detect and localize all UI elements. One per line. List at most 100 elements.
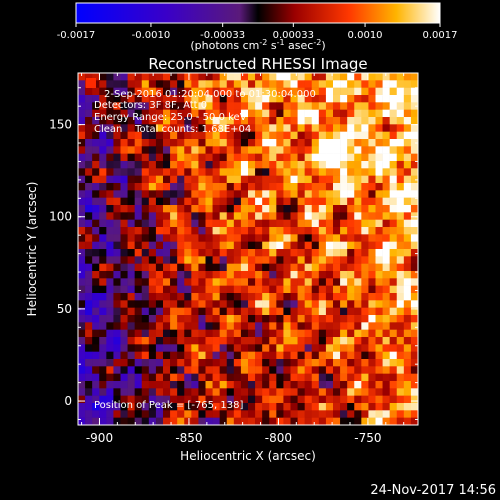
heatmap-cell	[240, 131, 249, 140]
heatmap-cell	[226, 263, 235, 272]
heatmap-cell	[361, 87, 369, 96]
heatmap-cell	[155, 410, 164, 418]
heatmap-cell	[78, 388, 86, 396]
heatmap-cell	[240, 344, 249, 352]
heatmap-cell	[389, 146, 398, 154]
heatmap-cell	[318, 395, 327, 404]
heatmap-cell	[85, 278, 93, 286]
heatmap-cell	[198, 234, 206, 242]
heatmap-cell	[276, 153, 284, 162]
heatmap-cell	[276, 366, 284, 374]
heatmap-cell	[382, 388, 390, 396]
heatmap-cell	[155, 337, 164, 345]
heatmap-cell	[141, 87, 150, 96]
heatmap-cell	[325, 307, 334, 316]
heatmap-cell	[248, 278, 256, 286]
heatmap-cell	[219, 263, 228, 272]
heatmap-cell	[205, 403, 213, 411]
heatmap-cell	[361, 271, 369, 279]
heatmap-cell	[212, 212, 220, 220]
heatmap-cell	[106, 161, 114, 169]
heatmap-cell	[311, 322, 320, 330]
heatmap-cell	[368, 168, 376, 176]
heatmap-cell	[248, 146, 256, 154]
heatmap-cell	[361, 285, 369, 294]
heatmap-cell	[290, 227, 298, 235]
heatmap-cell	[85, 344, 93, 352]
heatmap-cell	[382, 351, 390, 360]
heatmap-cell	[240, 146, 249, 154]
heatmap-cell	[85, 256, 93, 264]
heatmap-cell	[283, 322, 291, 330]
heatmap-cell	[347, 366, 355, 374]
heatmap-cell	[120, 183, 128, 191]
heatmap-cell	[155, 315, 164, 323]
heatmap-cell	[155, 322, 164, 330]
heatmap-cell	[354, 278, 362, 286]
heatmap-cell	[368, 366, 376, 374]
heatmap-cell	[92, 381, 100, 389]
heatmap-cell	[163, 102, 171, 110]
heatmap-cell	[255, 388, 263, 396]
heatmap-cell	[304, 285, 313, 294]
heatmap-cell	[170, 102, 178, 110]
heatmap-cell	[134, 315, 143, 323]
heatmap-cell	[233, 80, 242, 88]
heatmap-cell	[120, 175, 128, 184]
heatmap-cell	[347, 410, 355, 418]
heatmap-cell	[389, 168, 398, 176]
heatmap-cell	[269, 219, 277, 228]
heatmap-cell	[276, 322, 284, 330]
heatmap-cell	[276, 109, 284, 118]
heatmap-cell	[212, 403, 220, 411]
heatmap-cell	[219, 131, 228, 140]
heatmap-cell	[333, 263, 341, 272]
heatmap-cell	[382, 410, 390, 418]
heatmap-cell	[403, 87, 412, 96]
heatmap-cell	[333, 322, 341, 330]
heatmap-cell	[340, 381, 348, 389]
heatmap-cell	[269, 403, 277, 411]
heatmap-cell	[78, 359, 86, 367]
heatmap-cell	[113, 102, 121, 110]
heatmap-cell	[78, 256, 86, 264]
heatmap-cell	[205, 388, 213, 396]
heatmap-cell	[410, 351, 418, 360]
heatmap-cell	[354, 95, 362, 103]
y-tick-label: 50	[57, 302, 72, 316]
heatmap-cell	[311, 271, 320, 279]
heatmap-cell	[127, 395, 135, 404]
heatmap-cell	[127, 271, 135, 279]
heatmap-cell	[134, 139, 143, 147]
heatmap-cell	[297, 139, 305, 147]
heatmap-cell	[283, 263, 291, 272]
x-tick-label: -750	[354, 431, 381, 445]
heatmap-cell	[290, 219, 298, 228]
heatmap-cell	[226, 117, 235, 125]
heatmap-cell	[396, 131, 405, 140]
heatmap-cell	[297, 344, 305, 352]
heatmap-cell	[248, 285, 256, 294]
heatmap-cell	[311, 219, 320, 228]
heatmap-cell	[396, 183, 405, 191]
heatmap-cell	[155, 278, 164, 286]
heatmap-cell	[325, 373, 334, 382]
heatmap-cell	[219, 293, 228, 301]
heatmap-cell	[333, 366, 341, 374]
heatmap-cell	[92, 388, 100, 396]
heatmap-cell	[141, 205, 150, 213]
heatmap-cell	[141, 395, 150, 404]
heatmap-cell	[290, 175, 298, 184]
heatmap-cell	[85, 403, 93, 411]
heatmap-cell	[248, 139, 256, 147]
heatmap-cell	[262, 366, 270, 374]
heatmap-cell	[410, 131, 418, 140]
heatmap-cell	[233, 329, 242, 338]
heatmap-cell	[99, 219, 107, 228]
heatmap-cell	[191, 381, 199, 389]
heatmap-cell	[191, 300, 199, 308]
heatmap-cell	[134, 117, 143, 125]
heatmap-cell	[396, 315, 405, 323]
heatmap-cell	[191, 403, 199, 411]
heatmap-cell	[340, 329, 348, 338]
